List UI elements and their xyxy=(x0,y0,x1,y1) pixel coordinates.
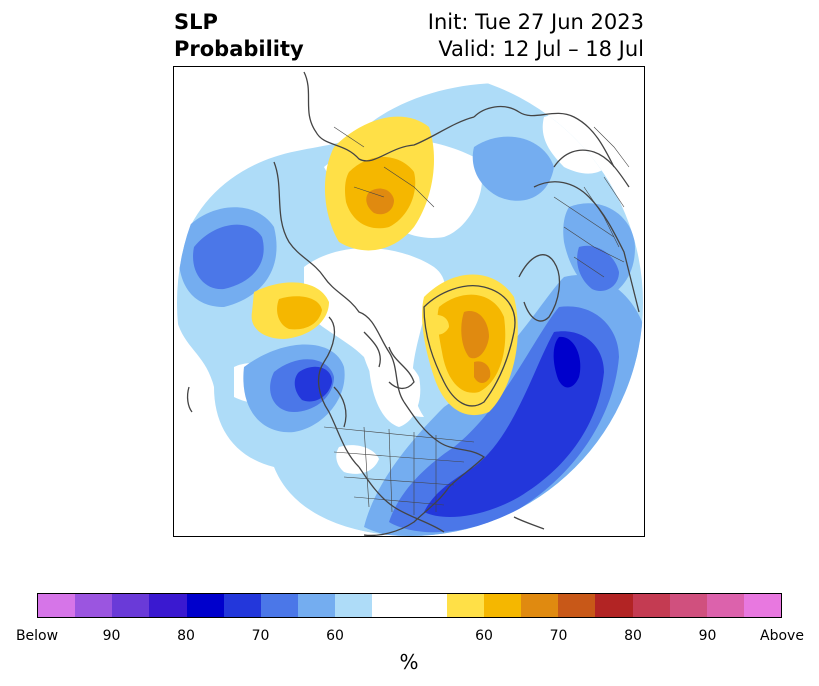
colorbar-tick-label: 60 xyxy=(475,628,493,644)
colorbar-segment xyxy=(112,594,150,617)
colorbar-tick-label: 90 xyxy=(698,628,717,644)
below-80-region-pacific xyxy=(193,224,264,290)
init-valid-info: Init: Tue 27 Jun 2023 Valid: 12 Jul – 18… xyxy=(428,9,644,63)
colorbar-segment xyxy=(75,594,113,617)
colorbar-tick-label: 80 xyxy=(177,628,195,644)
colorbar xyxy=(37,593,782,618)
valid-range: Valid: 12 Jul – 18 Jul xyxy=(438,37,644,61)
colorbar-segment xyxy=(298,594,336,617)
colorbar-segment xyxy=(632,594,670,617)
colorbar-unit-label: % xyxy=(399,650,419,674)
colorbar-tick-label: 70 xyxy=(549,628,568,644)
neutral-region-canada xyxy=(369,358,421,427)
colorbar-tick-label: 90 xyxy=(102,628,121,644)
colorbar-tick-label: 60 xyxy=(326,628,344,644)
colorbar-segment xyxy=(260,594,299,617)
colorbar-segment xyxy=(521,594,559,617)
colorbar-segment xyxy=(149,594,187,617)
colorbar-tick-label: Below xyxy=(15,628,59,644)
borders xyxy=(323,126,630,515)
below-80-region-europe xyxy=(577,245,619,292)
above-80-region-greenland xyxy=(461,311,489,359)
colorbar-segment xyxy=(446,594,484,617)
below-70-region-scandinavia xyxy=(472,136,554,201)
colorbar-segment xyxy=(186,594,224,617)
init-date: Init: Tue 27 Jun 2023 xyxy=(427,10,644,34)
below-max-region-atlantic xyxy=(553,336,581,388)
colorbar-segment xyxy=(409,594,447,617)
colorbar-tick-label: 80 xyxy=(624,628,642,644)
colorbar-tick-label: Above xyxy=(760,628,804,644)
colorbar-segment xyxy=(595,594,633,617)
colorbar-segment xyxy=(38,594,76,617)
colorbar-segment xyxy=(558,594,596,617)
map-svg xyxy=(177,71,643,536)
above-80-region-siberia xyxy=(366,188,394,215)
colorbar-segment xyxy=(335,594,373,617)
colorbar-segment xyxy=(706,594,744,617)
below-90-region-north-america xyxy=(294,366,332,402)
colorbar-segment xyxy=(743,594,782,617)
above-60-region-iceland xyxy=(427,315,449,335)
chart-title: SLP Probability xyxy=(174,9,304,63)
above-70-region-alaska xyxy=(277,296,322,330)
polar-map xyxy=(173,66,645,537)
neutral-region-us xyxy=(336,445,379,474)
coastlines xyxy=(186,71,640,536)
colorbar-segment xyxy=(669,594,707,617)
title-line-1: SLP xyxy=(174,10,218,34)
above-80-region-greenland-south xyxy=(474,361,491,383)
colorbar-segment xyxy=(483,594,522,617)
title-line-2: Probability xyxy=(174,37,304,61)
colorbar-segment xyxy=(372,594,410,617)
colorbar-tick-label: 70 xyxy=(251,628,270,644)
colorbar-segment xyxy=(223,594,261,617)
